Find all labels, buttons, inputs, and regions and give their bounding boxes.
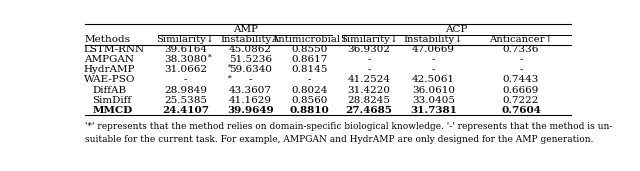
- Text: 0.8145: 0.8145: [291, 65, 328, 74]
- Text: 0.7336: 0.7336: [503, 45, 539, 54]
- Text: 28.8245: 28.8245: [348, 96, 390, 105]
- Text: 43.3607: 43.3607: [228, 86, 271, 95]
- Text: -: -: [184, 75, 188, 84]
- Text: -: -: [248, 75, 252, 84]
- Text: 31.4220: 31.4220: [348, 86, 390, 95]
- Text: 41.1629: 41.1629: [228, 96, 271, 105]
- Text: AMPGAN: AMPGAN: [84, 55, 134, 64]
- Text: 39.9649: 39.9649: [227, 106, 273, 115]
- Text: 51.5236: 51.5236: [228, 55, 271, 64]
- Text: 41.2524: 41.2524: [348, 75, 390, 84]
- Text: *: *: [228, 74, 232, 82]
- Text: ACP: ACP: [445, 25, 468, 34]
- Text: -: -: [519, 55, 523, 64]
- Text: 33.0405: 33.0405: [412, 96, 455, 105]
- Text: Similarity↓: Similarity↓: [340, 35, 398, 44]
- Text: 0.8550: 0.8550: [291, 45, 328, 54]
- Text: WAE-PSO: WAE-PSO: [84, 75, 136, 84]
- Text: Anticancer↑: Anticancer↑: [489, 35, 553, 44]
- Text: Instability↓: Instability↓: [220, 35, 280, 44]
- Text: 25.5385: 25.5385: [164, 96, 207, 105]
- Text: 45.0862: 45.0862: [228, 45, 271, 54]
- Text: *: *: [228, 64, 232, 72]
- Text: '*' represents that the method relies on domain-specific biological knowledge. ': '*' represents that the method relies on…: [85, 122, 612, 131]
- Text: 0.8024: 0.8024: [291, 86, 328, 95]
- Text: 0.7604: 0.7604: [501, 106, 541, 115]
- Text: 0.7443: 0.7443: [503, 75, 539, 84]
- Text: 31.7381: 31.7381: [410, 106, 457, 115]
- Text: 0.8560: 0.8560: [291, 96, 328, 105]
- Text: 0.8617: 0.8617: [291, 55, 328, 64]
- Text: Methods: Methods: [85, 35, 131, 44]
- Text: -: -: [432, 65, 435, 74]
- Text: 0.6669: 0.6669: [503, 86, 539, 95]
- Text: -: -: [519, 65, 523, 74]
- Text: 59.6340: 59.6340: [228, 65, 271, 74]
- Text: suitable for the current task. For example, AMPGAN and HydrAMP are only designed: suitable for the current task. For examp…: [85, 135, 593, 144]
- Text: 31.0662: 31.0662: [164, 65, 207, 74]
- Text: AMP: AMP: [233, 25, 258, 34]
- Text: 38.3080: 38.3080: [164, 55, 207, 64]
- Text: 0.7222: 0.7222: [503, 96, 539, 105]
- Text: *: *: [208, 54, 211, 62]
- Text: -: -: [367, 55, 371, 64]
- Text: MMCD: MMCD: [92, 106, 132, 115]
- Text: DiffAB: DiffAB: [92, 86, 127, 95]
- Text: 0.8810: 0.8810: [290, 106, 330, 115]
- Text: LSTM-RNN: LSTM-RNN: [84, 45, 145, 54]
- Text: 28.9849: 28.9849: [164, 86, 207, 95]
- Text: 36.0610: 36.0610: [412, 86, 455, 95]
- Text: 27.4685: 27.4685: [346, 106, 392, 115]
- Text: -: -: [308, 75, 312, 84]
- Text: Similarity↓: Similarity↓: [157, 35, 214, 44]
- Text: Instability↓: Instability↓: [404, 35, 463, 44]
- Text: 24.4107: 24.4107: [162, 106, 209, 115]
- Text: 42.5061: 42.5061: [412, 75, 455, 84]
- Text: Antimicrobial↑: Antimicrobial↑: [271, 35, 348, 44]
- Text: 47.0669: 47.0669: [412, 45, 455, 54]
- Text: 36.9302: 36.9302: [348, 45, 390, 54]
- Text: -: -: [367, 65, 371, 74]
- Text: HydrAMP: HydrAMP: [84, 65, 136, 74]
- Text: -: -: [432, 55, 435, 64]
- Text: 39.6164: 39.6164: [164, 45, 207, 54]
- Text: SimDiff: SimDiff: [92, 96, 132, 105]
